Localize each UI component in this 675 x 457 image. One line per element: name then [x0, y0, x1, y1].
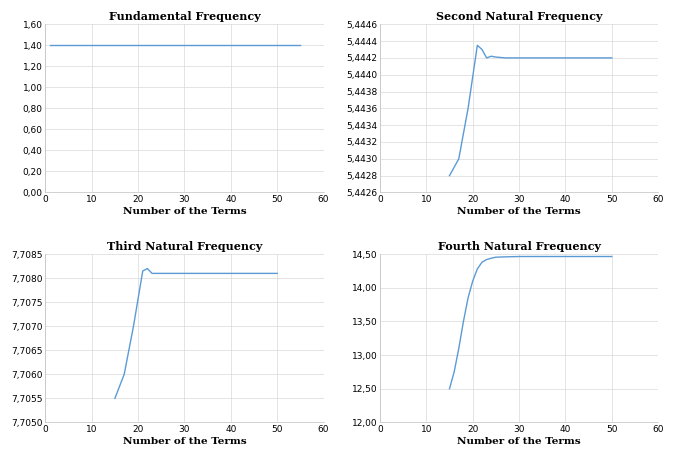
- Title: Third Natural Frequency: Third Natural Frequency: [107, 241, 262, 252]
- X-axis label: Number of the Terms: Number of the Terms: [457, 207, 581, 216]
- X-axis label: Number of the Terms: Number of the Terms: [457, 437, 581, 446]
- Title: Second Natural Frequency: Second Natural Frequency: [436, 11, 602, 22]
- Title: Fundamental Frequency: Fundamental Frequency: [109, 11, 261, 22]
- X-axis label: Number of the Terms: Number of the Terms: [123, 437, 246, 446]
- X-axis label: Number of the Terms: Number of the Terms: [123, 207, 246, 216]
- Title: Fourth Natural Frequency: Fourth Natural Frequency: [437, 241, 601, 252]
